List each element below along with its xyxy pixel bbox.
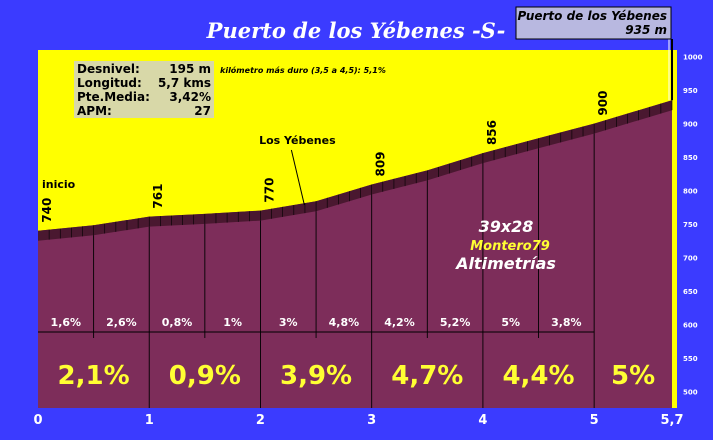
altitude-label: 770: [262, 178, 276, 203]
y-tick-label: 800: [683, 188, 698, 196]
half-km-gradient: 4,8%: [329, 316, 360, 329]
altitude-label: 761: [151, 184, 165, 209]
info-label-pendiente: Pte.Media:: [77, 90, 150, 104]
info-value-desnivel: 195 m: [169, 62, 211, 76]
altitude-label: 900: [596, 91, 610, 116]
half-km-gradient: 0,8%: [162, 316, 193, 329]
altitude-label: 740: [40, 198, 54, 223]
info-label-desnivel: Desnivel:: [77, 62, 140, 76]
km-gradient: 3,9%: [280, 361, 352, 391]
km-gradient: 4,4%: [502, 361, 574, 391]
chart-title: Puerto de los Yébenes -S-: [206, 18, 506, 43]
info-value-longitud: 5,7 kms: [158, 76, 211, 90]
half-km-gradient: 5%: [501, 316, 520, 329]
km-gradient: 2,1%: [58, 361, 130, 391]
y-tick-label: 650: [683, 288, 698, 296]
altitude-label: 809: [374, 151, 388, 176]
y-tick-label: 550: [683, 355, 698, 363]
y-tick-label: 900: [683, 121, 698, 129]
profile-area: [38, 100, 672, 408]
town-label: Los Yébenes: [259, 134, 336, 147]
half-km-gradient: 3%: [279, 316, 298, 329]
brand-39x28: 39x28: [479, 217, 534, 236]
y-tick-label: 850: [683, 154, 698, 162]
x-tick-label: 1: [145, 413, 154, 428]
half-km-gradient: 5,2%: [440, 316, 471, 329]
km-gradient: 0,9%: [169, 361, 241, 391]
y-tick-label: 700: [683, 254, 698, 262]
x-tick-label: 4: [478, 413, 487, 428]
x-tick-label: 0: [33, 413, 42, 428]
town-pointer: [290, 149, 305, 206]
summit-box: Puerto de los Yébenes 935 m: [515, 6, 672, 40]
info-label-longitud: Longitud:: [77, 76, 142, 90]
altitude-label: 856: [485, 120, 499, 145]
x-tick-label: 5,7: [660, 413, 683, 428]
half-km-gradient: 2,6%: [106, 316, 137, 329]
y-tick-label: 500: [683, 388, 698, 396]
km-gradient: 4,7%: [391, 361, 463, 391]
half-km-gradient: 1,6%: [51, 316, 82, 329]
half-km-gradient: 3,8%: [551, 316, 582, 329]
summit-altitude: 935 m: [625, 23, 667, 37]
y-tick-label: 750: [683, 221, 698, 229]
half-km-gradient: 1%: [223, 316, 242, 329]
brand-altimetrias: Altimetrías: [454, 254, 556, 273]
road-segments: [48, 100, 673, 240]
km-gradient: 5%: [611, 361, 655, 391]
x-tick-label: 5: [590, 413, 599, 428]
half-km-gradient: 4,2%: [384, 316, 415, 329]
info-box: Desnivel: 195 m Longitud: 5,7 kms Pte.Me…: [74, 61, 214, 118]
y-tick-label: 950: [683, 87, 698, 95]
info-value-pendiente: 3,42%: [169, 90, 211, 104]
summit-name: Puerto de los Yébenes: [517, 9, 667, 23]
y-tick-label: 1000: [683, 54, 703, 62]
road-band: [38, 100, 672, 241]
info-value-apm: 27: [194, 104, 211, 118]
hardest-km-note: kilómetro más duro (3,5 a 4,5): 5,1%: [220, 65, 386, 75]
info-label-apm: APM:: [77, 104, 112, 118]
x-tick-label: 2: [256, 413, 265, 428]
start-label: inicio: [42, 178, 76, 191]
brand-montero79: Montero79: [470, 239, 550, 254]
y-tick-label: 600: [683, 321, 698, 329]
x-tick-label: 3: [367, 413, 376, 428]
